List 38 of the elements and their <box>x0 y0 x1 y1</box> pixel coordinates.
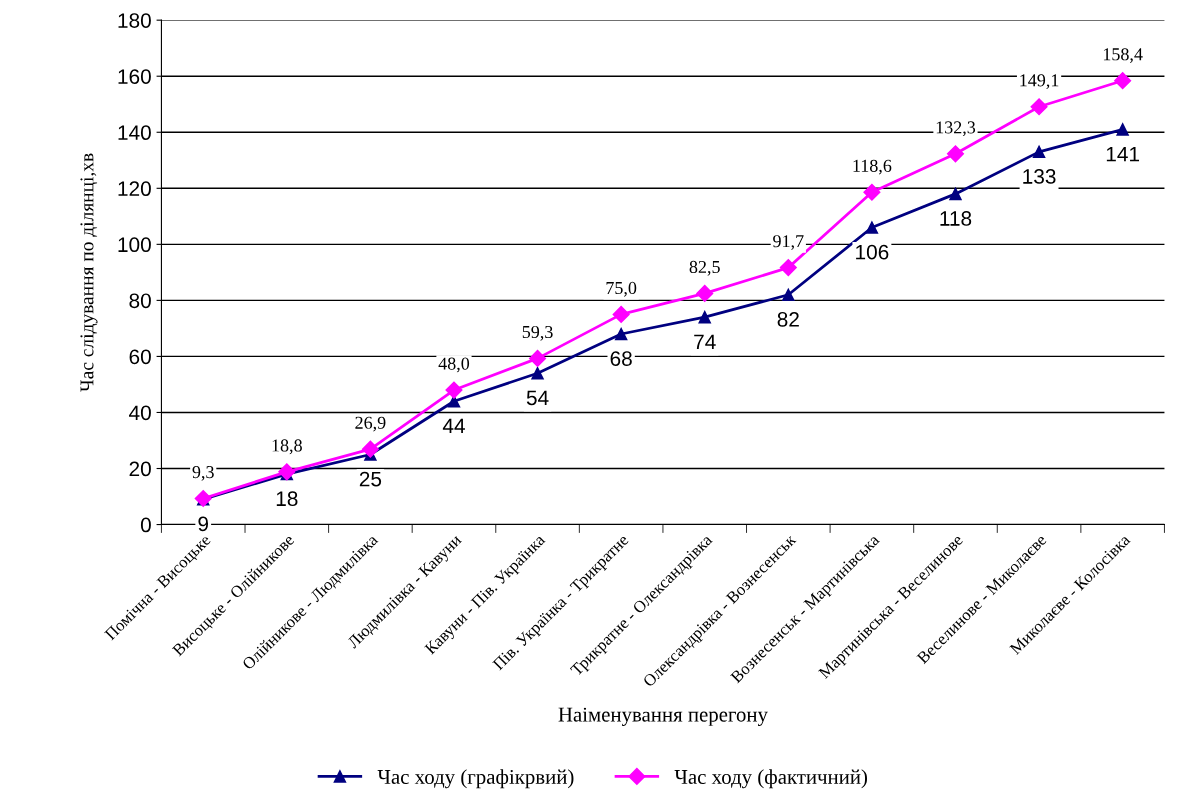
data-label: 106 <box>856 244 889 260</box>
data-label: 18 <box>276 491 298 507</box>
data-label: 54 <box>526 390 549 406</box>
data-label: 9,3 <box>192 466 214 481</box>
y-tick-label: 60 <box>129 349 151 365</box>
data-label: 74 <box>694 334 716 349</box>
data-label: 132,3 <box>936 121 976 137</box>
data-label: 118 <box>940 211 972 226</box>
y-tick-label: 0 <box>140 517 151 533</box>
y-tick-label: 120 <box>118 181 151 197</box>
y-tick-label: 180 <box>118 13 151 28</box>
data-label: 158,4 <box>1103 48 1143 63</box>
data-label: 133 <box>1023 169 1056 184</box>
y-tick-label: 160 <box>118 69 151 84</box>
x-axis-title: Наіменування перегону <box>558 707 768 726</box>
data-label: 149,1 <box>1020 74 1059 90</box>
data-label: 9 <box>198 516 209 532</box>
data-label: 18,8 <box>272 439 302 455</box>
legend-label: Час ходу (фактичний) <box>674 769 868 789</box>
data-label: 82 <box>777 312 799 327</box>
y-tick-label: 40 <box>129 405 151 421</box>
y-tick-label: 20 <box>129 461 151 477</box>
data-label: 118,6 <box>853 159 892 175</box>
data-label: 141 <box>1106 146 1140 162</box>
data-label: 91,7 <box>773 235 804 250</box>
legend-label: Час ходу (графікрвий) <box>377 769 574 789</box>
y-tick-label: 140 <box>118 125 151 141</box>
data-label: 75,0 <box>606 281 637 297</box>
y-tick-label: 100 <box>118 237 151 253</box>
y-tick-label: 80 <box>129 293 151 309</box>
data-label: 68 <box>610 351 632 366</box>
data-label: 44 <box>442 418 465 434</box>
data-label: 26,9 <box>355 416 386 432</box>
data-label: 48,0 <box>438 357 470 373</box>
data-label: 25 <box>359 471 382 487</box>
data-label: 82,5 <box>689 260 720 276</box>
data-label: 59,3 <box>522 325 553 341</box>
y-axis-title: Час слідування по ділянці,хв <box>80 153 98 392</box>
